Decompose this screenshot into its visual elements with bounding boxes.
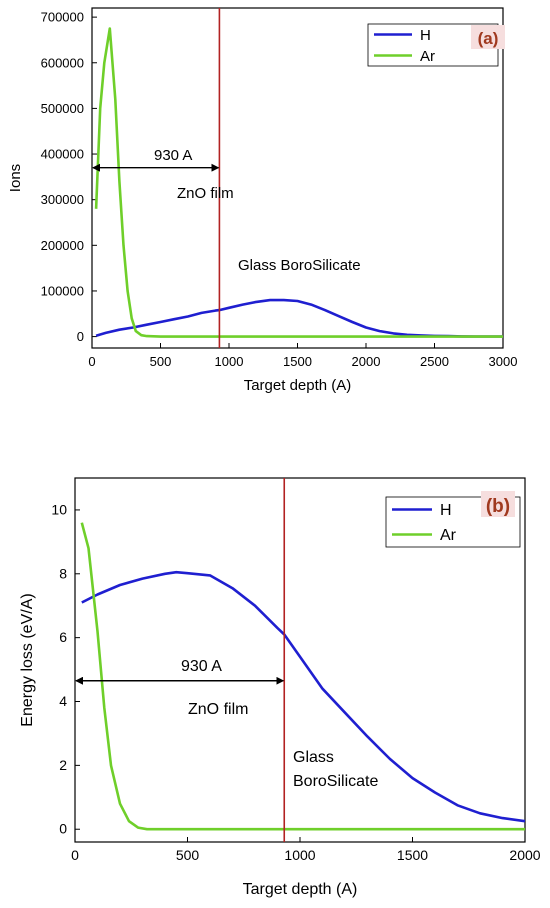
legend-label-h: H — [420, 27, 431, 44]
y-tick-label: 700000 — [41, 10, 84, 25]
y-tick-label: 500000 — [41, 101, 84, 116]
x-tick-label: 1000 — [215, 354, 244, 369]
y-tick-label: 0 — [59, 821, 67, 837]
x-tick-label: 0 — [88, 354, 95, 369]
panel-label: (b) — [486, 496, 510, 517]
x-tick-label: 2000 — [352, 354, 381, 369]
x-tick-label: 0 — [71, 847, 79, 863]
panel-label: (a) — [478, 29, 499, 48]
legend-label-ar: Ar — [420, 48, 435, 65]
y-axis-label: Ions — [7, 164, 24, 192]
thickness-label: 930 A — [154, 147, 192, 164]
x-tick-label: 1500 — [283, 354, 312, 369]
x-tick-label: 3000 — [489, 354, 518, 369]
y-tick-label: 300000 — [41, 192, 84, 207]
x-tick-label: 1000 — [284, 847, 315, 863]
substrate-label: BoroSilicate — [293, 773, 378, 790]
x-tick-label: 2500 — [420, 354, 449, 369]
y-tick-label: 10 — [51, 501, 67, 517]
x-tick-label: 500 — [150, 354, 172, 369]
y-tick-label: 0 — [77, 329, 84, 344]
x-tick-label: 2000 — [509, 847, 540, 863]
x-tick-label: 1500 — [397, 847, 428, 863]
panel-label-bg — [481, 491, 515, 517]
y-axis-label: Energy loss (eV/A) — [19, 593, 36, 726]
substrate-label: Glass — [293, 749, 334, 766]
x-axis-label: Target depth (A) — [243, 881, 358, 898]
y-tick-label: 2 — [59, 757, 67, 773]
film-label: ZnO film — [188, 701, 248, 718]
panel-label-bg — [471, 25, 505, 49]
y-tick-label: 400000 — [41, 147, 84, 162]
film-label: ZnO film — [177, 185, 234, 202]
x-tick-label: 500 — [176, 847, 200, 863]
y-tick-label: 200000 — [41, 238, 84, 253]
y-tick-label: 6 — [59, 629, 67, 645]
thickness-label: 930 A — [181, 658, 222, 675]
x-axis-label: Target depth (A) — [244, 377, 352, 394]
y-tick-label: 100000 — [41, 283, 84, 298]
chart-panel-b: 0 500 1000 1500 2000 0 2 4 6 8 10 Target depth (A) E… — [19, 477, 541, 898]
legend-label-ar: Ar — [440, 527, 457, 544]
y-tick-label: 600000 — [41, 55, 84, 70]
series-line-h — [95, 298, 503, 338]
chart-panel-a: 0 500 1000 1500 2000 2500 3000 0 100000 200000 300… — [7, 7, 518, 394]
legend-label-h: H — [440, 502, 452, 519]
y-tick-label: 4 — [59, 693, 67, 709]
y-tick-label: 8 — [59, 565, 67, 581]
series-line-ar — [94, 27, 503, 338]
substrate-label: Glass BoroSilicate — [238, 257, 361, 274]
